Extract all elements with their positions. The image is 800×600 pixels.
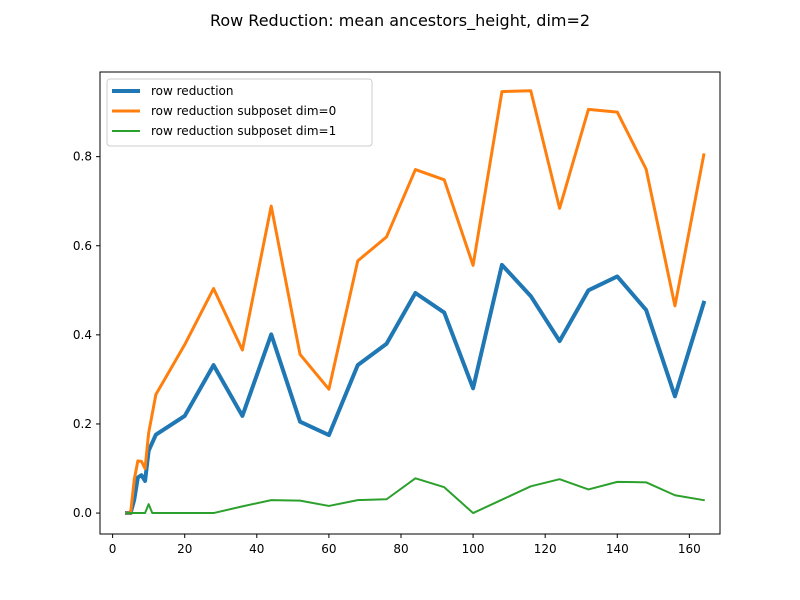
series-line-0 — [125, 262, 707, 516]
y-tick-label: 0.4 — [73, 328, 92, 342]
series-line-2 — [126, 477, 705, 515]
series-layer — [125, 89, 707, 516]
axes-layer — [99, 71, 721, 535]
x-tick-label: 100 — [462, 542, 485, 556]
x-tick-label: 160 — [678, 542, 701, 556]
x-tick-label: 120 — [534, 542, 557, 556]
x-tick-label: 60 — [321, 542, 336, 556]
legend-label-0: row reduction — [151, 84, 234, 98]
x-tick-label: 20 — [177, 542, 192, 556]
x-tick-label: 80 — [393, 542, 408, 556]
y-tick-label: 0.2 — [73, 417, 92, 431]
legend-label-1: row reduction subposet dim=0 — [151, 104, 336, 118]
chart-title: Row Reduction: mean ancestors_height, di… — [210, 11, 590, 31]
legend: row reduction row reduction subposet dim=… — [106, 78, 373, 147]
x-tick-label: 140 — [606, 542, 629, 556]
y-tick-label: 0.0 — [73, 506, 92, 520]
y-tick-label: 0.8 — [73, 150, 92, 164]
legend-frame — [106, 78, 373, 147]
x-tick-label: 0 — [109, 542, 117, 556]
x-ticks: 0 20 40 60 80 100 120 140 160 — [109, 534, 701, 556]
legend-label-2: row reduction subposet dim=1 — [151, 124, 336, 138]
plot-frame — [99, 71, 721, 535]
y-tick-label: 0.6 — [73, 239, 92, 253]
x-tick-label: 40 — [249, 542, 264, 556]
series-line-1 — [125, 89, 706, 515]
y-ticks: 0.0 0.2 0.4 0.6 0.8 — [73, 150, 100, 520]
